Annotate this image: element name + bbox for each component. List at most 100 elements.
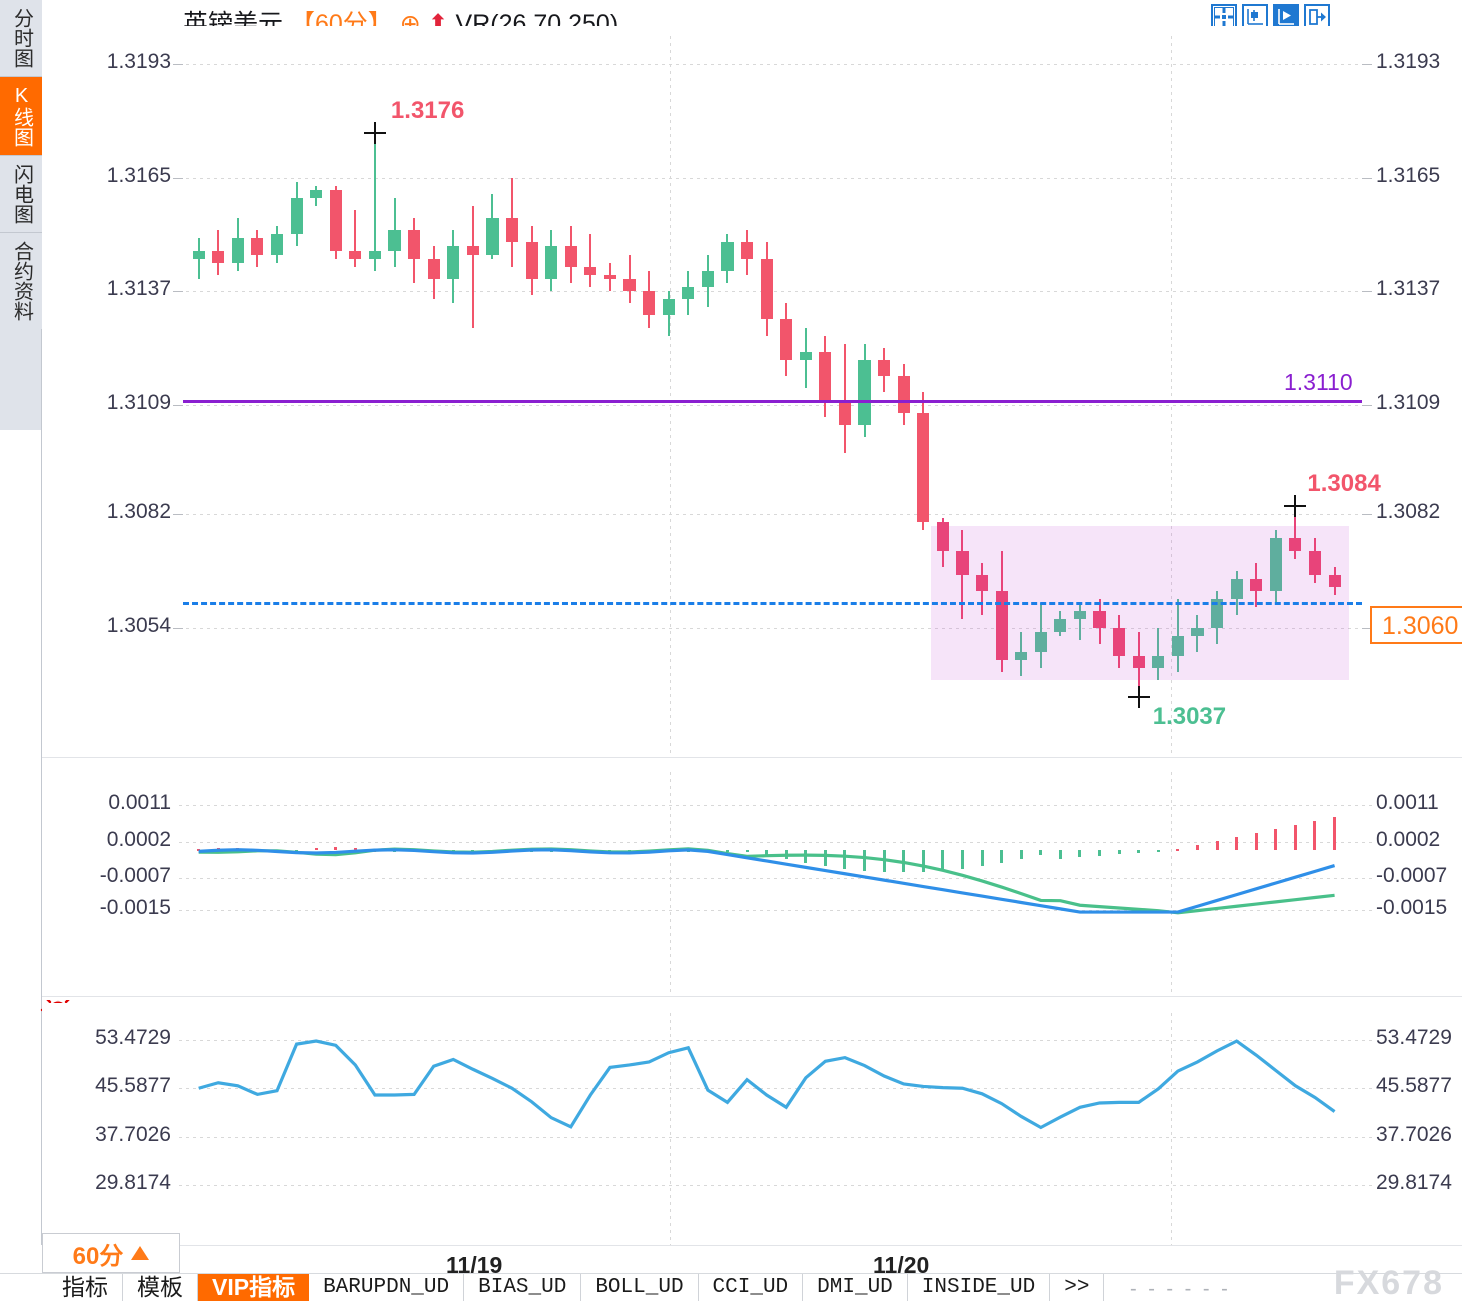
candle-body — [388, 230, 401, 251]
day-separator — [1171, 772, 1172, 997]
bottom-item-dmi-ud[interactable]: DMI_UD — [803, 1273, 908, 1301]
candle-body — [1171, 635, 1184, 656]
macd-histogram-bar — [1058, 849, 1062, 859]
candle-body — [1054, 619, 1067, 632]
candle-body — [270, 234, 284, 255]
macd-histogram-bar — [823, 849, 827, 867]
macd-histogram-bar — [745, 849, 749, 852]
candle-body — [564, 246, 577, 267]
rsi-axis-label-left: 45.5877 — [95, 1074, 171, 1098]
macd-histogram-bar — [1333, 817, 1337, 850]
macd-histogram-bar — [843, 849, 847, 869]
bottom-item-bias-ud[interactable]: BIAS_UD — [464, 1273, 582, 1301]
price-chart-pane[interactable]: 1.3193 1.3193 1.3165 1.3165 1.3137 1.3137 1.31… — [42, 26, 1462, 761]
day-separator — [1171, 1013, 1172, 1245]
price-axis-label-right: 1.3193 — [1376, 50, 1441, 73]
macd-axis-label-left: 0.0002 — [106, 827, 171, 851]
macd-histogram-bar — [1156, 849, 1160, 852]
candle-body — [1250, 578, 1263, 592]
macd-histogram-bar — [921, 849, 925, 872]
axis-tick — [173, 64, 183, 65]
swing-high-marker-crosshair — [1284, 494, 1307, 517]
grid-line — [179, 841, 1372, 843]
candle-body — [643, 291, 656, 316]
candle-body — [936, 522, 949, 551]
bottom-toolbar: 指标 模板 VIP指标 BARUPDN_UD BIAS_UD BOLL_UD C… — [0, 1273, 1462, 1301]
candle-body — [1191, 627, 1204, 636]
low-price-label: 1.3037 — [1152, 702, 1227, 730]
grid-line — [179, 514, 1372, 516]
candle-body — [975, 574, 989, 592]
bottom-item-barupdn-ud[interactable]: BARUPDN_UD — [309, 1273, 465, 1301]
crosshair-move-icon[interactable] — [1211, 4, 1237, 30]
macd-histogram-bar — [1215, 841, 1219, 850]
bottom-item-more[interactable]: >> — [1050, 1273, 1105, 1301]
watermark: FX678 — [1333, 1264, 1444, 1302]
candle-body — [408, 230, 421, 259]
sidebar-item-contract-info[interactable]: 合约资料 — [0, 233, 42, 329]
candle-body — [212, 250, 225, 263]
candle-body — [545, 246, 558, 279]
macd-axis-label-left: -0.0015 — [99, 896, 171, 920]
macd-histogram-bar — [334, 847, 338, 850]
grid-line — [179, 1088, 1372, 1090]
rsi-axis-label-right: 29.8174 — [1376, 1171, 1452, 1194]
sidebar-item-timeshare[interactable]: 分时图 — [0, 0, 42, 76]
candle-wick — [589, 234, 592, 287]
price-axis-label-left: 1.3165 — [106, 163, 171, 187]
candle-body — [1289, 538, 1302, 551]
sidebar-item-label: 闪电图 — [10, 164, 33, 224]
pane-divider — [42, 757, 1462, 758]
macd-histogram-bar — [863, 849, 867, 871]
bottom-item-cci-ud[interactable]: CCI_UD — [699, 1273, 804, 1301]
grid-line — [179, 627, 1372, 629]
candle-body — [858, 359, 871, 425]
axis-tick — [173, 404, 183, 406]
rsi-chart-pane[interactable]: 53.4729 53.4729 45.5877 45.5877 37.7026 37.70… — [42, 1003, 1462, 1245]
macd-histogram-bar — [980, 849, 984, 867]
macd-histogram-bar — [1117, 849, 1121, 855]
candle-body — [780, 319, 793, 360]
last-price-tag[interactable]: 1.3060 — [1370, 606, 1462, 645]
candle-body — [447, 246, 460, 279]
pane-divider — [42, 996, 1462, 997]
measure-right-icon[interactable] — [1273, 4, 1299, 30]
axis-tick — [173, 177, 183, 179]
macd-histogram-bar — [1254, 833, 1258, 850]
candle-wick — [843, 343, 846, 454]
axis-tick — [173, 291, 183, 293]
price-axis-label-right: 1.3137 — [1376, 277, 1441, 301]
macd-axis-label-left: 0.0011 — [108, 791, 171, 815]
rsi-axis-label-right: 45.5877 — [1376, 1074, 1452, 1098]
macd-axis-label-right: -0.0007 — [1376, 864, 1448, 888]
high-price-label: 1.3176 — [390, 96, 465, 124]
support-line-purple[interactable] — [183, 399, 1362, 403]
day-separator — [669, 36, 671, 755]
axis-tick — [1362, 177, 1372, 179]
candle-body — [917, 412, 930, 523]
price-axis-label-left: 1.3137 — [106, 277, 171, 301]
candle-body — [1152, 655, 1165, 669]
timeframe-label: 60分 — [72, 1242, 124, 1270]
timeframe-button[interactable]: 60分 — [42, 1233, 180, 1273]
macd-histogram-bar — [1176, 848, 1180, 851]
candle-body — [1093, 611, 1106, 628]
sidebar-item-kline[interactable]: K线图 — [0, 77, 42, 155]
bottom-item-indicator[interactable]: 指标 — [48, 1273, 123, 1301]
candle-wick — [1294, 505, 1297, 559]
grid-line — [179, 910, 1372, 912]
bottom-item-inside-ud[interactable]: INSIDE_UD — [908, 1273, 1051, 1301]
day-separator — [669, 772, 671, 997]
bottom-item-vip-indicator[interactable]: VIP指标 — [198, 1273, 310, 1301]
candle-body — [603, 274, 617, 279]
candle-body — [505, 218, 519, 243]
macd-axis-label-right: -0.0015 — [1376, 896, 1448, 920]
price-axis-label-right: 1.3109 — [1376, 390, 1441, 414]
bottom-item-template[interactable]: 模板 — [123, 1273, 198, 1301]
grid-line — [179, 805, 1372, 807]
macd-chart-pane[interactable]: 0.0011 0.0011 0.0002 0.0002 -0.0007 -0.0007 -0… — [42, 762, 1462, 1000]
sidebar-item-lightning[interactable]: 闪电图 — [0, 156, 42, 232]
candle-body — [701, 270, 714, 287]
bottom-item-boll-ud[interactable]: BOLL_UD — [581, 1273, 699, 1301]
candle-wick — [471, 205, 474, 328]
